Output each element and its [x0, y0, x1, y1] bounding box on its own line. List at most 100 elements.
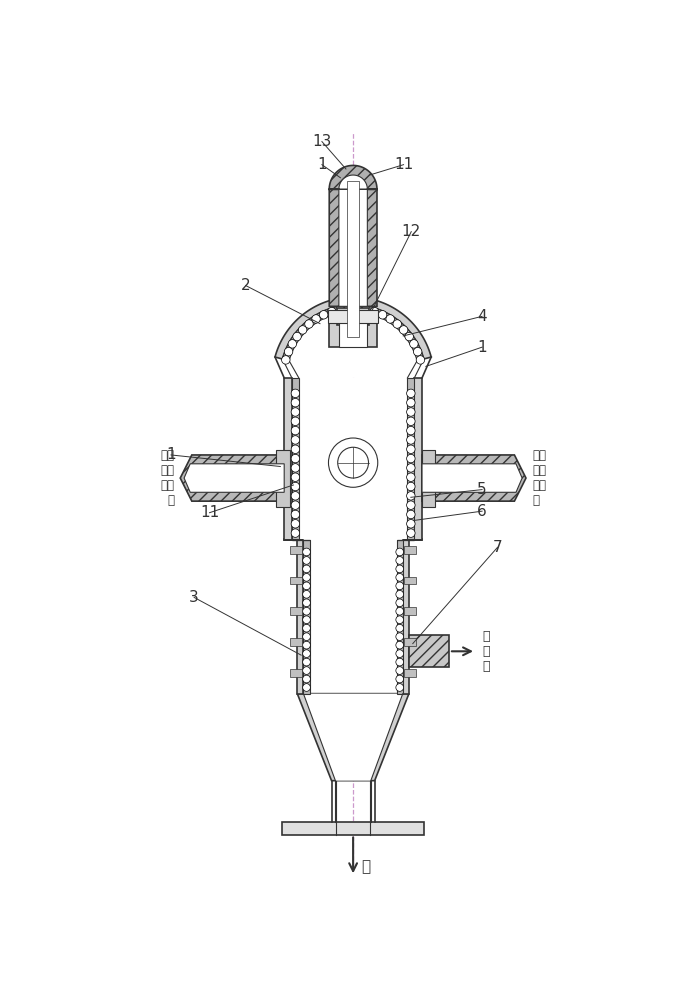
Text: 渣: 渣 — [361, 860, 370, 875]
Circle shape — [396, 590, 404, 598]
Circle shape — [302, 633, 310, 641]
Circle shape — [416, 356, 424, 364]
Circle shape — [407, 454, 415, 463]
Circle shape — [302, 565, 310, 573]
Circle shape — [291, 436, 300, 444]
Text: 5: 5 — [477, 482, 487, 497]
Polygon shape — [289, 312, 417, 378]
Text: 水煤
浆和
气化
剂: 水煤 浆和 气化 剂 — [532, 449, 546, 507]
Circle shape — [396, 582, 404, 590]
Text: 1: 1 — [477, 340, 487, 355]
Circle shape — [413, 347, 422, 356]
Circle shape — [291, 529, 300, 537]
Bar — [397, 540, 403, 694]
Text: 水煤
浆和
气化
剂: 水煤 浆和 气化 剂 — [160, 449, 174, 507]
Circle shape — [288, 340, 296, 348]
Circle shape — [396, 658, 404, 666]
Bar — [290, 577, 302, 584]
Circle shape — [396, 633, 404, 641]
Circle shape — [298, 326, 307, 334]
Bar — [290, 638, 302, 646]
Polygon shape — [181, 455, 284, 501]
Circle shape — [396, 599, 404, 607]
Circle shape — [396, 565, 404, 573]
Circle shape — [302, 675, 310, 683]
Circle shape — [396, 607, 404, 615]
Bar — [422, 450, 435, 507]
Polygon shape — [422, 464, 522, 492]
Circle shape — [396, 667, 404, 674]
Circle shape — [338, 447, 369, 478]
Bar — [404, 546, 416, 554]
Circle shape — [302, 650, 310, 657]
Circle shape — [302, 607, 310, 615]
Bar — [290, 669, 302, 677]
Circle shape — [396, 548, 404, 556]
Circle shape — [291, 426, 300, 435]
Circle shape — [302, 616, 310, 624]
Circle shape — [291, 464, 300, 472]
Bar — [290, 607, 302, 615]
Circle shape — [329, 438, 378, 487]
Circle shape — [302, 641, 310, 649]
Bar — [404, 577, 416, 584]
Circle shape — [302, 684, 310, 691]
Text: 7: 7 — [493, 540, 502, 555]
Circle shape — [396, 641, 404, 649]
Circle shape — [396, 574, 404, 581]
Circle shape — [407, 426, 415, 435]
Circle shape — [407, 473, 415, 481]
Circle shape — [396, 624, 404, 632]
Circle shape — [344, 304, 353, 313]
Circle shape — [291, 482, 300, 491]
Circle shape — [293, 332, 301, 341]
Circle shape — [302, 548, 310, 556]
Bar — [403, 540, 409, 694]
Circle shape — [407, 417, 415, 426]
Circle shape — [302, 599, 310, 607]
Circle shape — [291, 520, 300, 528]
Circle shape — [302, 624, 310, 632]
Circle shape — [407, 529, 415, 537]
Circle shape — [396, 684, 404, 691]
Circle shape — [407, 408, 415, 416]
Polygon shape — [303, 694, 403, 781]
Bar — [284, 378, 292, 540]
Circle shape — [407, 445, 415, 453]
Circle shape — [370, 307, 379, 316]
Circle shape — [302, 658, 310, 666]
Polygon shape — [329, 165, 377, 306]
Bar — [299, 378, 407, 540]
Circle shape — [407, 501, 415, 509]
Circle shape — [305, 320, 313, 328]
Circle shape — [291, 492, 300, 500]
Circle shape — [302, 667, 310, 674]
Polygon shape — [339, 175, 367, 306]
Text: 11: 11 — [394, 157, 413, 172]
Bar — [347, 181, 359, 337]
Text: 粗
煤
气: 粗 煤 气 — [482, 630, 490, 673]
Bar — [290, 546, 302, 554]
Bar — [404, 669, 416, 677]
Circle shape — [386, 315, 394, 323]
Circle shape — [407, 520, 415, 528]
Bar — [337, 308, 369, 325]
Circle shape — [407, 398, 415, 407]
Bar — [339, 316, 367, 347]
Circle shape — [291, 408, 300, 416]
Circle shape — [302, 582, 310, 590]
Circle shape — [320, 311, 328, 319]
Bar — [297, 540, 303, 694]
Circle shape — [405, 332, 413, 341]
Circle shape — [378, 311, 387, 319]
Circle shape — [400, 326, 408, 334]
Circle shape — [291, 389, 300, 398]
Polygon shape — [282, 305, 424, 361]
Circle shape — [362, 305, 370, 314]
Bar — [303, 540, 309, 694]
Circle shape — [291, 473, 300, 481]
Bar — [407, 378, 414, 540]
Circle shape — [282, 356, 290, 364]
Polygon shape — [275, 297, 431, 359]
Circle shape — [312, 315, 320, 323]
